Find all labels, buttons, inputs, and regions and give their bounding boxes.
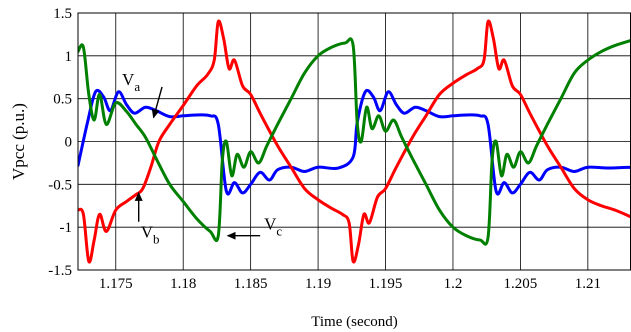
y-tick-label: 1 (65, 49, 73, 65)
series-line-vc (78, 37, 631, 246)
annotation-arrow (151, 86, 163, 119)
x-tick-label: 1.18 (170, 276, 196, 292)
x-tick-label: 1.19 (305, 276, 331, 292)
series-line-va (78, 88, 631, 196)
x-tick-label: 1.21 (575, 276, 601, 292)
x-tick-label: 1.175 (99, 276, 133, 292)
y-tick-label: 1.5 (53, 6, 72, 22)
series-line-vb (78, 19, 631, 264)
x-tick-label: 1.195 (369, 276, 403, 292)
annotation-vc: Vc (226, 215, 282, 240)
annotations: Va Vb Vc (122, 70, 282, 247)
x-tick-label: 1.2 (444, 276, 463, 292)
y-tick-label: 0.5 (53, 92, 72, 108)
x-axis-title: Time (second) (311, 314, 398, 330)
y-tick-label: -0.5 (48, 177, 72, 193)
x-tick-label: 1.185 (234, 276, 268, 292)
x-tick-label: 1.205 (504, 276, 538, 292)
annotation-label: Vc (264, 215, 282, 239)
annotation-vb: Vb (134, 191, 160, 247)
annotation-va: Va (122, 70, 163, 119)
y-axis-title: Vpcc (p.u.) (9, 103, 28, 180)
y-tick-label: 0 (65, 135, 73, 151)
annotation-label: Vb (141, 223, 160, 247)
annotation-label: Va (122, 70, 140, 94)
y-tick-label: -1 (60, 220, 73, 236)
y-tick-label: -1.5 (48, 263, 72, 279)
tick-labels: 1.175 1.18 1.185 1.19 1.195 1.2 1.205 1.21 -1.5 -… (48, 6, 601, 292)
